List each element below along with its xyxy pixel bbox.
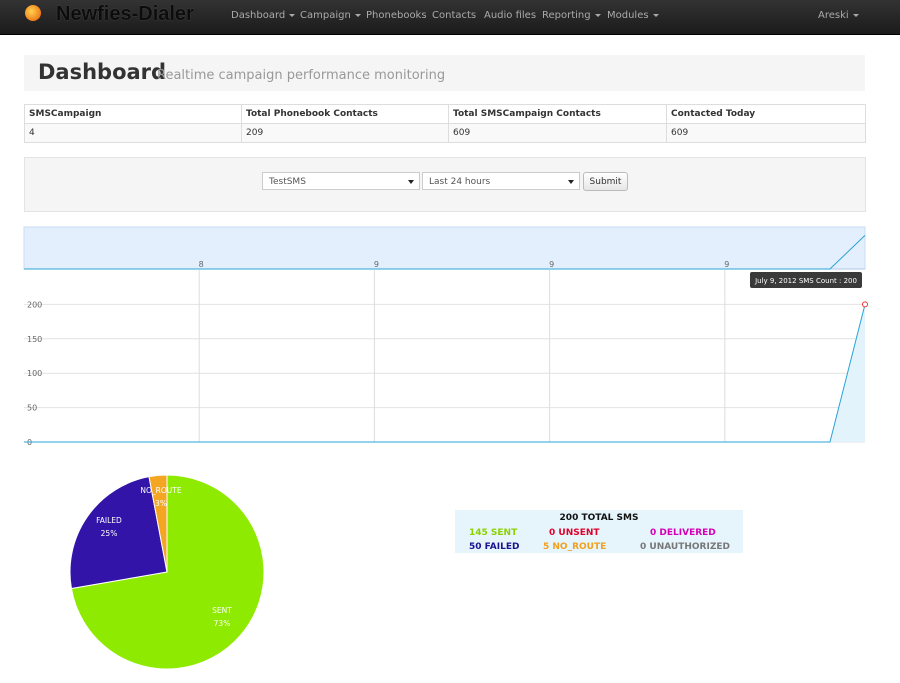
sms-summary: 200 TOTAL SMS 145 SENT 0 UNSENT 0 DELIVERE… [455,510,743,553]
summary-item: 0 UNSENT [549,528,600,538]
cell: 609 [448,123,667,143]
summary-item: 0 DELIVERED [650,528,716,538]
page-title: Dashboard [38,60,167,84]
filter-form: TestSMS Last 24 hours Submit [24,157,866,212]
cell: 609 [666,123,866,143]
pie-slice [69,476,168,590]
user-name: Areski [818,10,849,21]
brand[interactable]: Newfies-Dialer [56,3,194,25]
header-cell: Total Phonebook Contacts [241,104,449,124]
menu-item[interactable]: Campaign [300,10,361,21]
summary-title: 200 TOTAL SMS [559,513,639,523]
x-tick-label: 9 [374,260,379,269]
header-cell: SMSCampaign [24,104,242,124]
summary-item: 50 FAILED [469,542,520,552]
menu-label: Modules [607,10,649,21]
y-tick-label: 200 [27,300,42,309]
slice-value: 73% [214,619,231,628]
y-tick-label: 150 [27,335,42,344]
submit-button[interactable]: Submit [583,172,628,191]
header-cell: Total SMSCampaign Contacts [448,104,667,124]
period-select[interactable]: Last 24 hours [422,172,580,190]
pie-slice [148,474,168,573]
summary-item: 145 SENT [469,528,518,538]
select-value: TestSMS [269,177,306,187]
menu-item[interactable]: Audio files [484,10,537,21]
logo[interactable] [25,5,41,21]
stats-table: SMSCampaign Total Phonebook Contacts Tot… [24,104,866,143]
page-header: Dashboard Realtime campaign performance … [24,55,865,91]
user-menu[interactable]: Areski [818,10,859,21]
slice-label: SENT [212,606,232,615]
y-tick-label: 50 [27,404,37,413]
slice-value: 3% [155,499,167,508]
menu-item[interactable]: Dashboard [231,10,296,21]
tooltip [750,272,862,288]
table-header: SMSCampaign Total Phonebook Contacts Tot… [24,104,866,124]
menu-item[interactable]: Modules [607,10,659,21]
summary-item: 5 NO_ROUTE [543,542,607,552]
pie-slice [70,474,265,670]
line [24,304,866,443]
menu-label: Campaign [300,10,351,21]
summary-item: 0 UNAUTHORIZED [640,542,730,552]
slice-value: 25% [101,529,118,538]
navbar: Newfies-Dialer Dashboard Campaign Phoneb… [0,0,900,35]
header-cell: Contacted Today [666,104,866,124]
menu-item[interactable]: Phonebooks [366,10,427,21]
x-tick-label: 9 [724,260,729,269]
menu-item[interactable]: Contacts [432,10,477,21]
cell: 209 [241,123,449,143]
x-tick-label: 9 [549,260,554,269]
page-subtitle: Realtime campaign performance monitoring [157,68,446,83]
select-value: Last 24 hours [429,177,491,187]
slice-label: NO_ROUTE [140,486,181,495]
cell: 4 [24,123,242,143]
y-tick-label: 100 [27,369,42,378]
menu-label: Reporting [542,10,591,21]
tooltip-text: July 9, 2012 SMS Count : 200 [754,277,857,285]
table-row: 4 209 609 609 [24,123,866,143]
slice-label: FAILED [96,516,122,525]
x-tick-label: 8 [199,260,204,269]
menu-label: Dashboard [231,10,286,21]
hover-point [862,301,868,308]
navigator-line [24,235,866,270]
campaign-select[interactable]: TestSMS [262,172,420,190]
menu-item[interactable]: Reporting [542,10,601,21]
navigator [23,226,866,270]
